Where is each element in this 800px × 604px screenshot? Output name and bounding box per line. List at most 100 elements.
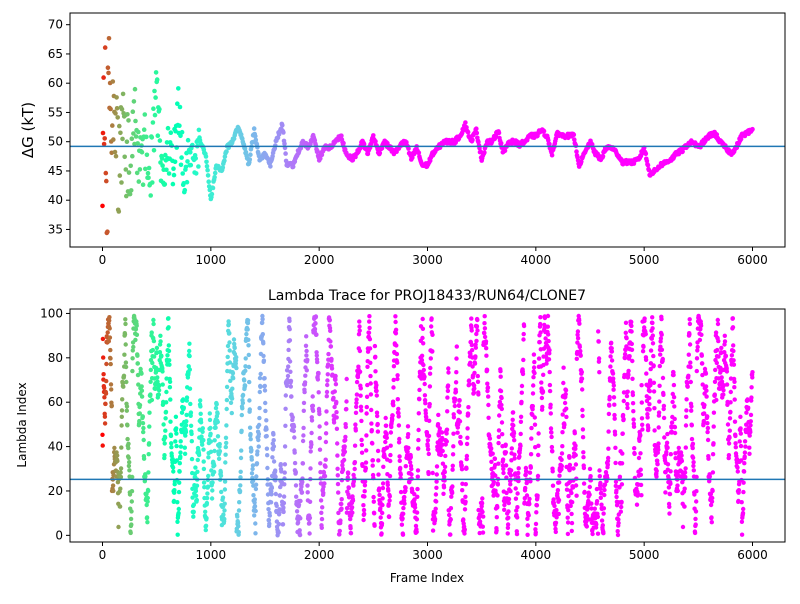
top-data-point xyxy=(102,45,108,50)
bottom-data-point xyxy=(700,372,705,378)
bottom-data-point xyxy=(660,356,665,362)
bottom-data-point xyxy=(466,405,471,410)
bottom-data-point xyxy=(380,481,386,486)
bottom-data-point xyxy=(599,502,604,507)
bottom-data-point xyxy=(276,521,282,527)
bottom-data-point xyxy=(309,418,315,423)
bottom-data-point xyxy=(741,506,746,512)
bottom-data-point xyxy=(723,353,729,359)
bottom-data-point xyxy=(474,331,479,337)
bottom-data-point xyxy=(255,449,260,454)
bottom-data-point xyxy=(163,428,168,433)
top-data-point xyxy=(188,162,194,168)
bottom-data-point xyxy=(429,324,434,329)
bottom-data-point xyxy=(373,369,378,374)
bottom-data-point xyxy=(148,367,153,373)
bottom-data-point xyxy=(301,433,306,438)
bottom-data-point xyxy=(581,450,586,455)
bottom-data-point xyxy=(143,474,148,479)
bottom-data-point xyxy=(164,389,169,395)
top-data-point xyxy=(470,137,475,143)
bottom-data-point xyxy=(644,371,649,376)
bottom-data-point xyxy=(643,331,648,337)
bottom-data-point xyxy=(569,511,574,517)
bottom-data-point xyxy=(388,458,393,464)
bottom-data-point xyxy=(706,456,711,461)
bottom-data-point xyxy=(366,330,372,335)
bottom-data-point xyxy=(381,464,386,469)
bottom-data-point xyxy=(409,466,414,472)
bottom-data-point xyxy=(609,358,615,363)
bottom-data-point xyxy=(342,444,347,449)
bottom-data-point xyxy=(710,488,715,494)
bottom-data-point xyxy=(521,357,526,363)
bottom-data-point xyxy=(124,379,129,385)
bottom-data-point xyxy=(563,392,568,397)
bottom-data-point xyxy=(449,494,454,499)
bottom-data-point xyxy=(632,446,637,451)
top-data-point xyxy=(137,167,143,172)
bottom-data-point xyxy=(587,484,592,490)
bottom-data-point xyxy=(294,494,299,499)
bottom-data-point xyxy=(203,523,209,528)
bottom-data-point xyxy=(280,522,286,527)
bottom-data-point xyxy=(416,437,421,443)
bottom-data-point xyxy=(547,348,552,353)
bottom-data-point xyxy=(218,473,224,478)
bottom-data-point xyxy=(416,427,421,433)
bottom-data-point xyxy=(466,412,471,417)
bottom-data-point xyxy=(230,386,235,391)
bottom-data-point xyxy=(239,448,244,453)
bottom-data-point xyxy=(733,445,738,450)
bottom-data-point xyxy=(670,399,675,405)
bottom-data-point xyxy=(688,364,693,370)
bottom-data-point xyxy=(344,506,350,511)
bottom-data-point xyxy=(266,507,271,512)
bottom-data-point xyxy=(409,472,414,477)
top-data-point xyxy=(643,151,649,157)
bottom-data-point xyxy=(390,413,395,418)
bottom-data-point xyxy=(469,316,474,321)
bottom-data-point xyxy=(252,504,258,509)
bottom-data-point xyxy=(667,491,673,497)
top-data-point xyxy=(172,159,178,165)
bottom-data-point xyxy=(613,479,619,484)
bottom-scatter-points xyxy=(100,313,755,538)
bottom-data-point xyxy=(377,492,382,498)
top-data-point xyxy=(502,148,508,154)
bottom-data-point xyxy=(546,338,551,344)
bottom-data-point xyxy=(278,462,283,467)
bottom-data-point xyxy=(503,463,509,468)
bottom-data-point xyxy=(666,485,672,490)
bottom-data-point xyxy=(725,422,731,427)
top-data-point xyxy=(177,104,183,110)
top-data-point xyxy=(148,193,153,198)
bottom-data-point xyxy=(234,365,239,371)
bottom-data-point xyxy=(253,486,259,492)
bottom-data-point xyxy=(379,521,385,526)
top-data-point xyxy=(247,157,253,162)
bottom-data-point xyxy=(345,475,350,480)
bottom-data-point xyxy=(648,366,653,372)
bottom-data-point xyxy=(685,380,690,385)
bottom-data-point xyxy=(149,397,155,403)
bottom-data-point xyxy=(727,435,732,440)
bottom-data-point xyxy=(648,378,653,383)
bottom-data-point xyxy=(455,430,460,435)
bottom-data-point xyxy=(257,375,263,381)
top-data-point xyxy=(146,175,151,181)
bottom-data-point xyxy=(707,474,712,479)
bottom-data-point xyxy=(258,371,263,377)
top-data-point xyxy=(188,150,193,155)
top-data-point xyxy=(150,180,155,185)
bottom-data-point xyxy=(714,360,719,366)
top-data-point xyxy=(100,203,105,209)
top-data-point xyxy=(122,154,127,160)
bottom-data-point xyxy=(252,513,257,518)
top-data-point xyxy=(206,179,211,184)
bottom-data-point xyxy=(614,488,619,493)
bottom-axes-frame xyxy=(69,308,786,543)
bottom-data-point xyxy=(405,424,411,429)
top-data-point xyxy=(250,139,255,145)
bottom-data-point xyxy=(564,487,570,492)
